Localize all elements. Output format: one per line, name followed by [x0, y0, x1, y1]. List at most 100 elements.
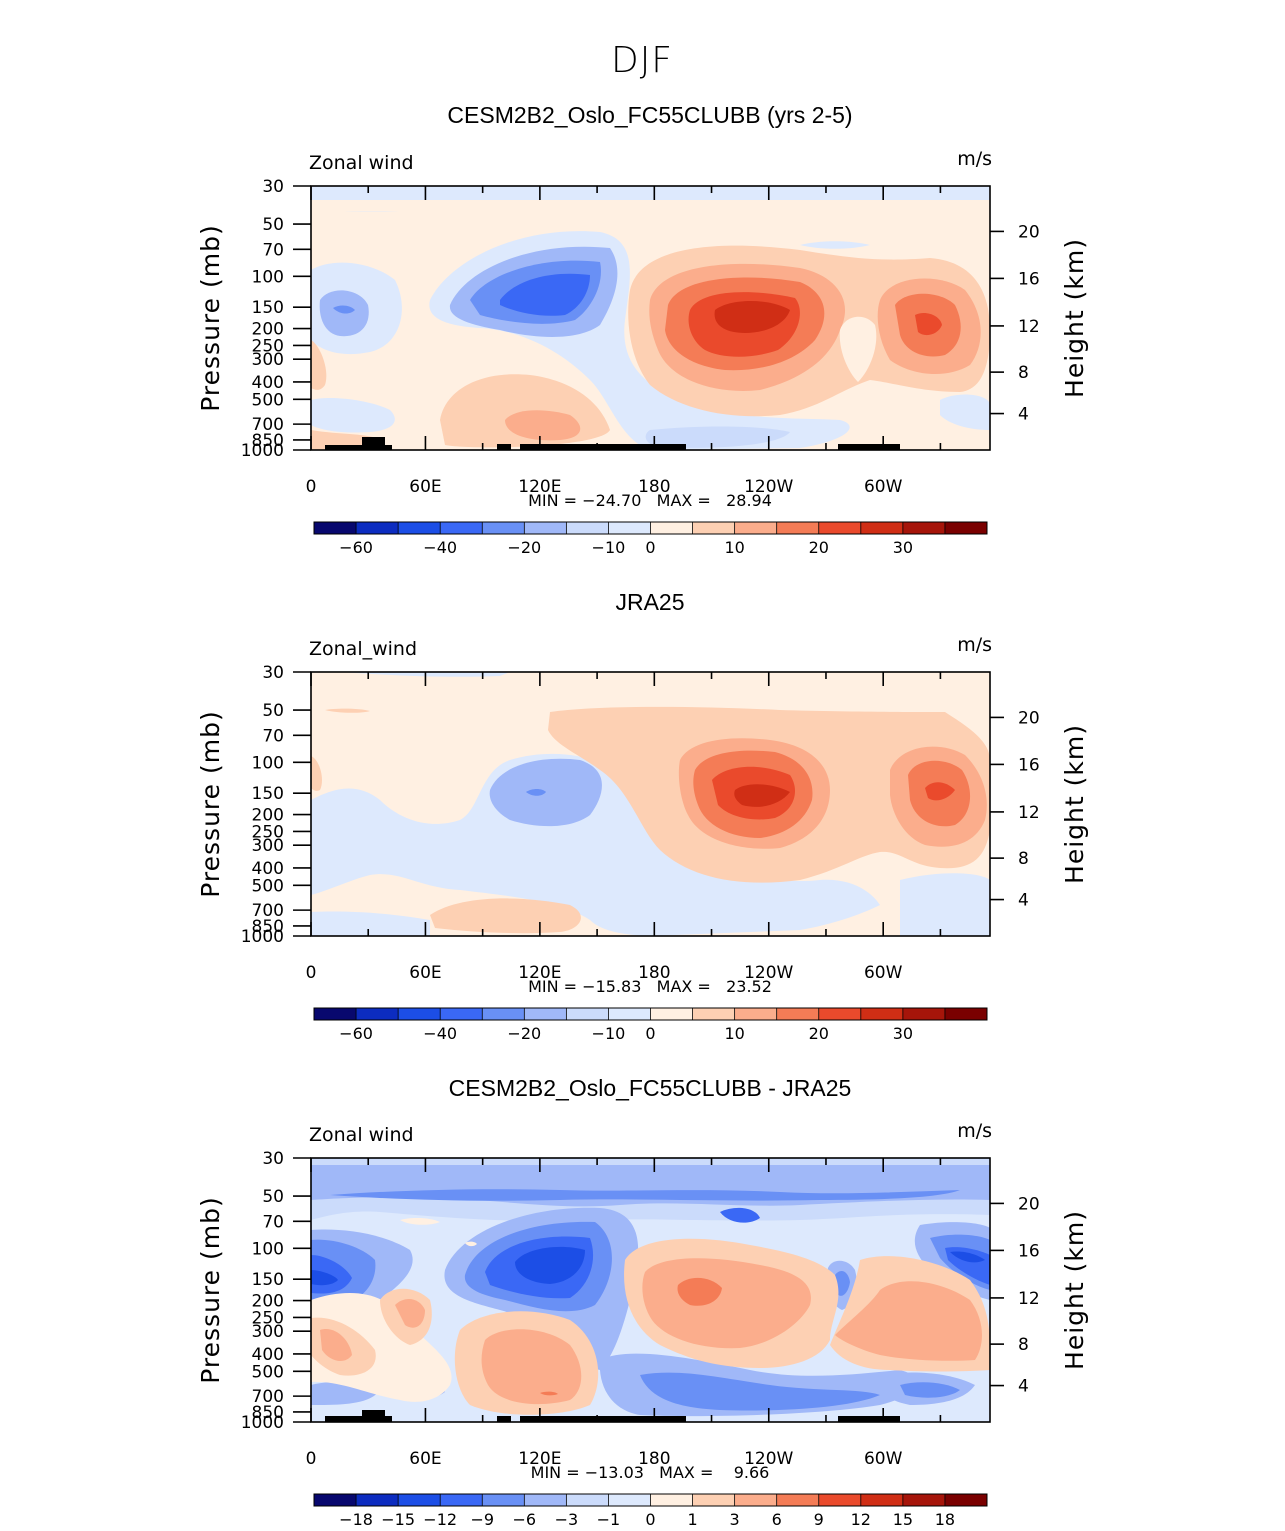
colorbar-label: 0	[645, 1024, 655, 1043]
y-tick-label: 70	[262, 240, 284, 260]
colorbar-box	[482, 1494, 525, 1506]
x-tick-label: 120W	[744, 963, 793, 983]
y-tick-label: 300	[252, 1322, 284, 1342]
colorbar-label: 1	[687, 1510, 697, 1529]
colorbar-label: −15	[381, 1510, 415, 1529]
x-tick-label: 60W	[864, 963, 903, 983]
colorbar-label: −9	[470, 1510, 494, 1529]
axes-layer: Zonal wind m/s0 60E 120E 180 120W 60W305070100…	[196, 148, 1089, 1529]
colorbar-label: −1	[597, 1510, 621, 1529]
x-tick-label: 0	[306, 963, 317, 983]
plot-frame	[310, 671, 991, 937]
colorbar-box	[650, 522, 693, 534]
y-tick-label: 100	[252, 1239, 284, 1259]
colorbar-label: 0	[645, 1510, 655, 1529]
x-tick-label: 180	[638, 1449, 670, 1469]
min-max-stats: MIN = −15.83 MAX = 23.52	[528, 977, 772, 996]
colorbar-box	[356, 1494, 399, 1506]
y-tick-label: 1000	[241, 441, 284, 461]
colorbar-box	[650, 1008, 693, 1020]
colorbar-label: −10	[592, 1024, 626, 1043]
y-tick-label: 250	[252, 1308, 284, 1328]
colorbar-label: −6	[513, 1510, 537, 1529]
x-tick-label: 0	[306, 1449, 317, 1469]
units-label: m/s	[957, 634, 992, 656]
colorbar-label: −40	[423, 1024, 457, 1043]
y-right-tick-label: 16	[1018, 755, 1040, 775]
colorbar-label: 6	[772, 1510, 782, 1529]
colorbar-label: 9	[814, 1510, 824, 1529]
colorbar-box	[734, 522, 778, 534]
y-right-tick-label: 12	[1018, 803, 1040, 823]
colorbar-box	[944, 522, 988, 534]
panel-obs: JRA25	[311, 589, 990, 936]
x-tick-label: 60E	[409, 1449, 441, 1469]
x-tick-label: 60W	[864, 477, 903, 497]
colorbar-box	[902, 522, 946, 534]
colorbar-box	[860, 1008, 904, 1020]
colorbar-box	[608, 522, 651, 534]
y-right-tick-label: 8	[1018, 1335, 1029, 1355]
y-tick-label: 1000	[241, 1413, 284, 1433]
min-max-stats: MIN = −13.03 MAX = 9.66	[531, 1463, 770, 1482]
x-tick-label: 60E	[409, 963, 441, 983]
y-tick-label: 250	[252, 822, 284, 842]
colorbar-box	[818, 522, 862, 534]
y-right-tick-label: 16	[1018, 269, 1040, 289]
y-right-axis-title: Height (km)	[1060, 724, 1089, 884]
x-tick-label: 180	[638, 477, 670, 497]
colorbar-box	[440, 1008, 483, 1020]
y-right-tick-label: 12	[1018, 317, 1040, 337]
colorbar-box	[524, 1494, 567, 1506]
units-label: m/s	[957, 148, 992, 170]
variable-label: Zonal_wind	[309, 638, 417, 660]
colorbar-box	[440, 1494, 483, 1506]
colorbar-box	[356, 1008, 399, 1020]
colorbar-box	[314, 522, 357, 534]
colorbar-label: −12	[423, 1510, 457, 1529]
colorbar-label: 3	[730, 1510, 740, 1529]
y-tick-label: 700	[252, 901, 284, 921]
y-tick-label: 850	[252, 917, 284, 937]
colorbar-box	[356, 522, 399, 534]
y-right-tick-label: 16	[1018, 1241, 1040, 1261]
colorbar-box	[398, 522, 441, 534]
y-right-axis-title: Height (km)	[1060, 1210, 1089, 1370]
colorbar-box	[776, 1494, 820, 1506]
y-axis-title: Pressure (mb)	[196, 1196, 225, 1383]
colorbar-label: 18	[935, 1510, 955, 1529]
x-tick-label: 120W	[744, 1449, 793, 1469]
x-tick-label: 120W	[744, 477, 793, 497]
y-tick-label: 150	[252, 298, 284, 318]
y-tick-label: 150	[252, 784, 284, 804]
colorbar-box	[776, 522, 820, 534]
x-tick-label: 120E	[518, 963, 561, 983]
y-tick-label: 850	[252, 431, 284, 451]
colorbar-box	[440, 522, 483, 534]
y-right-tick-label: 8	[1018, 849, 1029, 869]
colorbar-box	[692, 1494, 736, 1506]
colorbar-box	[860, 522, 904, 534]
x-tick-label: 180	[638, 963, 670, 983]
colorbar-box	[398, 1494, 441, 1506]
y-right-axis-title: Height (km)	[1060, 238, 1089, 398]
y-tick-label: 400	[252, 373, 284, 393]
colorbar-box	[734, 1494, 778, 1506]
colorbar-label: 10	[724, 1024, 744, 1043]
colorbar-label: −10	[592, 538, 626, 557]
colorbar-label: 20	[809, 1024, 829, 1043]
y-right-tick-label: 8	[1018, 363, 1029, 383]
y-tick-label: 400	[252, 1345, 284, 1365]
y-tick-label: 30	[262, 177, 284, 197]
y-right-tick-label: 4	[1018, 405, 1029, 425]
plot-frame	[310, 185, 991, 451]
panel-model: CESM2B2_Oslo_FC55CLUBB (yrs 2-5)	[311, 102, 990, 450]
min-max-stats: MIN = −24.70 MAX = 28.94	[528, 491, 772, 510]
variable-label: Zonal wind	[309, 152, 414, 174]
colorbar-box	[734, 1008, 778, 1020]
colorbar-label: −60	[339, 538, 373, 557]
y-right-tick-label: 20	[1018, 708, 1040, 728]
y-tick-label: 30	[262, 663, 284, 683]
y-tick-label: 300	[252, 350, 284, 370]
